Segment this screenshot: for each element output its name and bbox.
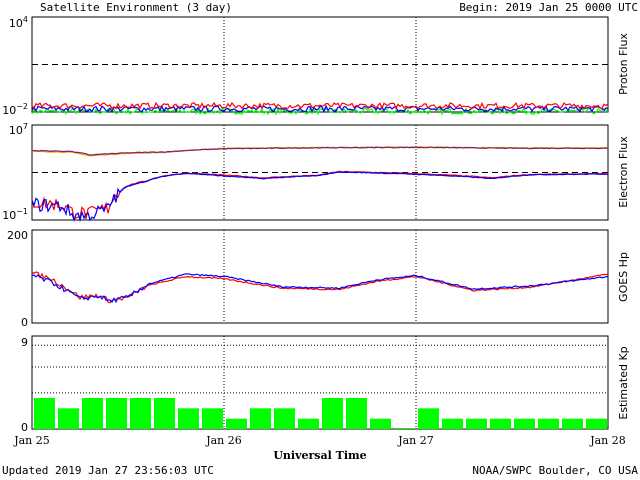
- xtick-jan27: Jan 27: [397, 434, 434, 447]
- electron-series-red: [31, 170, 609, 220]
- kp-bar: [490, 418, 511, 429]
- kp-bar: [58, 408, 79, 429]
- hp-ytick-top: 200: [7, 229, 28, 242]
- kp-bar: [154, 398, 175, 429]
- electron-series-blue: [31, 171, 608, 223]
- goes-hp-ylabel: GOES Hp: [617, 252, 630, 302]
- xtick-jan25: Jan 25: [13, 434, 50, 447]
- xtick-jan26: Jan 26: [205, 434, 242, 447]
- kp-bar: [586, 418, 607, 429]
- kp-bar: [202, 408, 223, 429]
- proton-ytick-top: 104: [9, 15, 28, 30]
- kp-bar: [274, 408, 295, 429]
- proton-panel-frame: [31, 16, 609, 113]
- kp-panel-frame: [31, 335, 609, 430]
- proton-ytick-bottom: 10−2: [2, 102, 28, 117]
- updated-timestamp: Updated 2019 Jan 27 23:56:03 UTC: [2, 464, 214, 477]
- electron-series-purple: [31, 146, 609, 156]
- chart-marks: [31, 17, 609, 429]
- electron-ytick-top: 107: [9, 122, 28, 137]
- kp-bar: [418, 408, 439, 429]
- credit-text: NOAA/SWPC Boulder, CO USA: [472, 464, 638, 477]
- goes-hp-series-blue: [31, 273, 609, 304]
- kp-bar: [226, 418, 247, 429]
- chart-title: Satellite Environment (3 day): [40, 1, 232, 14]
- electron-ytick-bottom: 10−1: [2, 207, 28, 222]
- kp-bar: [466, 418, 487, 429]
- kp-bar: [562, 418, 583, 429]
- kp-bar: [538, 418, 559, 429]
- kp-bar: [106, 398, 127, 429]
- proton-series-green: [31, 107, 609, 116]
- kp-bar: [442, 418, 463, 429]
- kp-bar: [178, 408, 199, 429]
- electron-ylabel: Electron Flux: [617, 136, 630, 208]
- hp-ytick-bottom: 0: [21, 316, 28, 329]
- proton-series-red: [31, 101, 609, 111]
- kp-bar: [250, 408, 271, 429]
- kp-ytick-bottom: 0: [21, 421, 28, 434]
- kp-bar: [394, 428, 415, 429]
- kp-bar: [298, 418, 319, 429]
- kp-bar: [34, 398, 55, 429]
- proton-series-blue: [31, 104, 609, 114]
- goes-hp-series-red: [31, 271, 609, 304]
- goes-hp-panel-frame: [31, 229, 609, 324]
- kp-bar: [370, 418, 391, 429]
- proton-ylabel: Proton Flux: [617, 33, 630, 95]
- kp-ytick-top: 9: [21, 336, 28, 349]
- kp-ylabel: Estimated Kp: [617, 346, 630, 419]
- kp-bar: [346, 398, 367, 429]
- kp-bar: [130, 398, 151, 429]
- kp-bar: [82, 398, 103, 429]
- electron-panel-frame: [31, 124, 609, 221]
- xtick-jan28: Jan 28: [589, 434, 626, 447]
- x-axis-label: Universal Time: [273, 449, 366, 462]
- chart-begin-time: Begin: 2019 Jan 25 0000 UTC: [459, 1, 638, 14]
- kp-bar: [514, 418, 535, 429]
- kp-bar: [322, 398, 343, 429]
